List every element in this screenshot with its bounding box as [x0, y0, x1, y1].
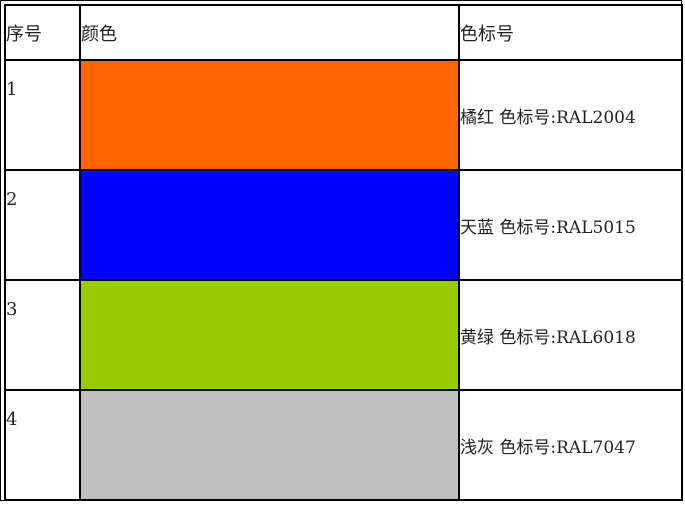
table-header-row: 序号 颜色 色标号	[4, 4, 683, 61]
color-swatch	[79, 59, 460, 171]
table-row: 2 天蓝 色标号:RAL5015	[4, 169, 683, 281]
color-code: 橘红 色标号:RAL2004	[458, 59, 683, 171]
row-index: 1	[4, 59, 81, 171]
row-index: 4	[4, 389, 81, 501]
header-code: 色标号	[458, 4, 683, 61]
color-swatch	[79, 279, 460, 391]
table-row: 1 橘红 色标号:RAL2004	[4, 59, 683, 171]
header-color: 颜色	[79, 4, 460, 61]
color-table: 序号 颜色 色标号 1 橘红 色标号:RAL2004 2 天蓝 色标号:RAL5…	[4, 4, 683, 501]
color-code: 浅灰 色标号:RAL7047	[458, 389, 683, 501]
row-index: 3	[4, 279, 81, 391]
color-code: 黄绿 色标号:RAL6018	[458, 279, 683, 391]
header-index: 序号	[4, 4, 81, 61]
color-swatch	[79, 169, 460, 281]
color-code: 天蓝 色标号:RAL5015	[458, 169, 683, 281]
row-index: 2	[4, 169, 81, 281]
color-swatch	[79, 389, 460, 501]
table-row: 3 黄绿 色标号:RAL6018	[4, 279, 683, 391]
table-row: 4 浅灰 色标号:RAL7047	[4, 389, 683, 501]
